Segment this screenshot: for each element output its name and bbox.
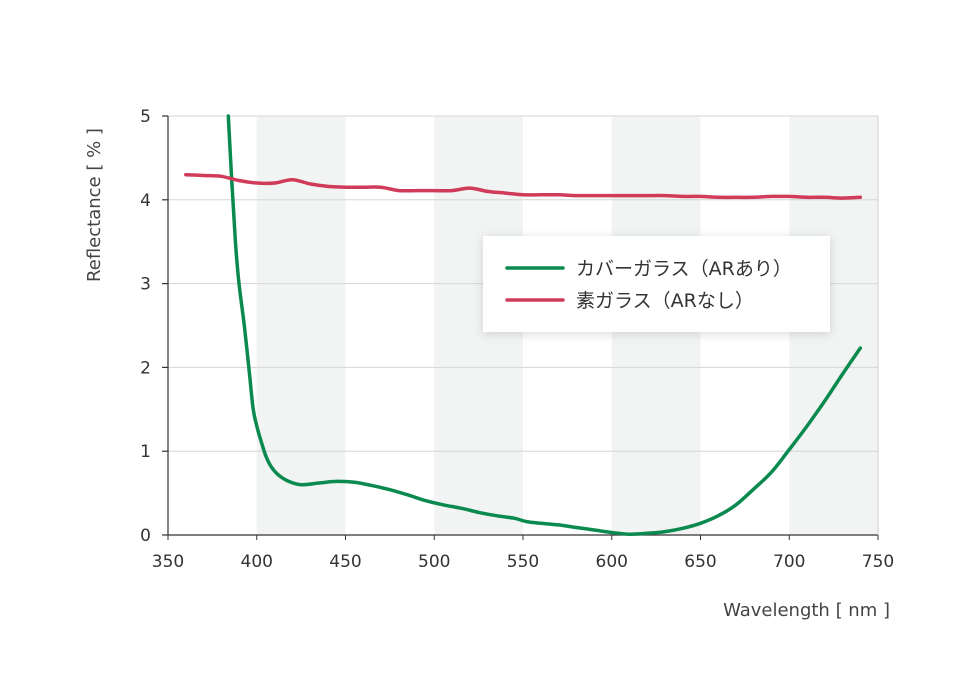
legend-label-cover-glass: カバーガラス（ARあり） (576, 258, 792, 280)
y-tick-label-0: 0 (140, 526, 151, 546)
series-lines (184, 114, 863, 536)
series-line-cover-glass (226, 114, 863, 536)
tick-labels: 0 1 2 3 4 5 350 400 450 500 550 600 650 700 750 (140, 107, 894, 572)
x-tick-label-2: 450 (329, 552, 361, 572)
legend-label-plain-glass: 素ガラス（ARなし） (576, 290, 754, 312)
x-tick-label-3: 500 (418, 552, 450, 572)
y-tick-label-4: 4 (140, 191, 151, 211)
x-tick-label-1: 400 (241, 552, 273, 572)
x-tick-label-0: 350 (152, 552, 184, 572)
series-line-plain-glass (184, 172, 863, 200)
band-0 (256, 116, 346, 535)
legend-box (483, 236, 830, 332)
x-tick-label-8: 750 (862, 552, 894, 572)
x-axis-label: Wavelength [ nm ] (723, 600, 890, 621)
y-tick-label-1: 1 (140, 442, 151, 462)
y-axis-label: Reflectance [ % ] (84, 128, 105, 282)
legend: カバーガラス（ARあり） 素ガラス（ARなし） (483, 236, 830, 332)
y-tick-label-3: 3 (140, 275, 151, 295)
x-tick-label-4: 550 (507, 552, 539, 572)
y-tick-label-2: 2 (140, 358, 151, 378)
x-tick-label-5: 600 (596, 552, 628, 572)
y-tick-label-5: 5 (140, 107, 151, 127)
x-tick-label-7: 700 (773, 552, 805, 572)
axes (162, 115, 879, 540)
x-tick-label-6: 650 (684, 552, 716, 572)
